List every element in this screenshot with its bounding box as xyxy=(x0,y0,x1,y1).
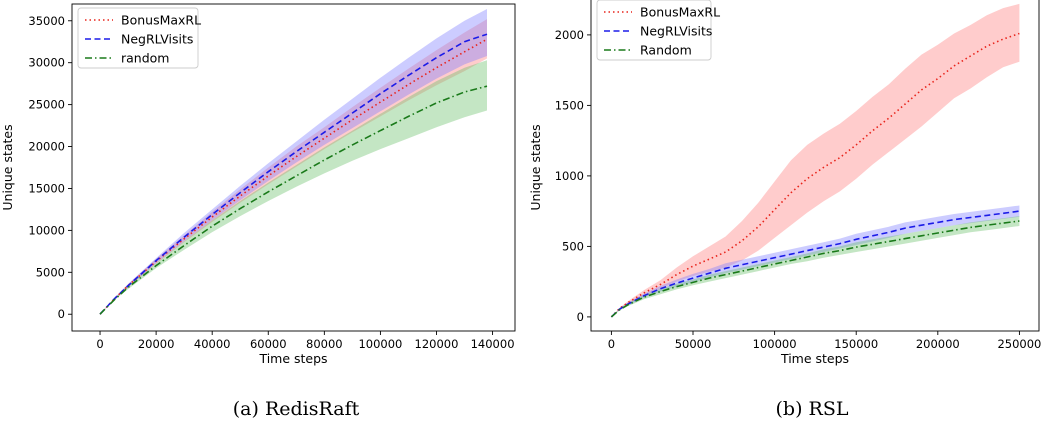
legend-label-bonusmaxrl: BonusMaxRL xyxy=(640,5,720,20)
y-axis-title: Unique states xyxy=(528,124,543,210)
y-tick-label: 2000 xyxy=(555,28,584,42)
y-tick-label: 1500 xyxy=(555,98,584,112)
x-tick-label: 0 xyxy=(96,337,103,351)
x-tick-label: 100000 xyxy=(358,337,402,351)
legend-box xyxy=(77,7,199,69)
y-tick-label: 20000 xyxy=(28,140,65,154)
band-bonusmaxrl xyxy=(100,19,487,315)
x-tick-label: 200000 xyxy=(916,337,960,351)
band-negrlvisits xyxy=(100,9,487,315)
legend-label-negrlvisits: NegRLVisits xyxy=(640,24,712,39)
y-tick-label: 35000 xyxy=(28,14,65,28)
line-negrlvisits xyxy=(610,210,1020,318)
x-tick-label: 250000 xyxy=(997,337,1041,351)
y-axis-title: Unique states xyxy=(0,124,15,210)
y-tick-label: 10000 xyxy=(28,223,65,237)
x-tick-label: 80000 xyxy=(306,337,343,351)
y-tick-label: 0 xyxy=(58,307,65,321)
x-axis-title: Time steps xyxy=(780,351,849,366)
legend-label-random: Random xyxy=(640,43,692,58)
y-tick-label: 0 xyxy=(577,310,584,324)
y-tick-label: 15000 xyxy=(28,181,65,195)
y-tick-label: 500 xyxy=(562,239,584,253)
x-tick-label: 60000 xyxy=(250,337,287,351)
panel-rsl: 0 50000 100000 150000 200000 250000 0 500 1000 15… xyxy=(528,0,1041,420)
plot-area xyxy=(610,3,1020,318)
legend-label-random: random xyxy=(121,51,169,66)
plot-frame xyxy=(71,3,516,332)
y-tick-label: 1000 xyxy=(555,169,584,183)
figure-caption: (a) RedisRaft xyxy=(233,398,360,420)
legend: BonusMaxRL NegRLVisits Random xyxy=(596,0,720,61)
x-tick-label: 100000 xyxy=(753,337,797,351)
y-tick-label: 25000 xyxy=(28,98,65,112)
plot-area xyxy=(99,9,488,315)
x-tick-label: 40000 xyxy=(194,337,231,351)
x-tick-label: 140000 xyxy=(471,337,515,351)
plot-frame xyxy=(590,0,1040,332)
line-negrlvisits xyxy=(99,33,488,315)
band-bonusmaxrl xyxy=(611,3,1020,317)
x-tick-label: 20000 xyxy=(138,337,175,351)
band-random xyxy=(100,60,487,315)
legend: BonusMaxRL NegRLVisits random xyxy=(77,7,201,69)
band-random xyxy=(611,216,1020,317)
legend-label-bonusmaxrl: BonusMaxRL xyxy=(121,13,201,28)
line-random xyxy=(610,220,1020,318)
legend-label-negrlvisits: NegRLVisits xyxy=(121,32,193,47)
x-tick-label: 50000 xyxy=(675,337,712,351)
panel-redisraft: 0 20000 40000 60000 80000 100000 120000 140000 0… xyxy=(0,3,516,420)
figure-caption: (b) RSL xyxy=(776,398,849,420)
legend-box xyxy=(596,0,712,61)
x-tick-label: 0 xyxy=(608,337,615,351)
y-tick-label: 30000 xyxy=(28,56,65,70)
x-axis-title: Time steps xyxy=(258,351,327,366)
band-negrlvisits xyxy=(611,205,1020,317)
x-tick-label: 120000 xyxy=(415,337,459,351)
y-tick-label: 5000 xyxy=(36,265,65,279)
line-random xyxy=(99,85,488,315)
x-tick-label: 150000 xyxy=(834,337,878,351)
